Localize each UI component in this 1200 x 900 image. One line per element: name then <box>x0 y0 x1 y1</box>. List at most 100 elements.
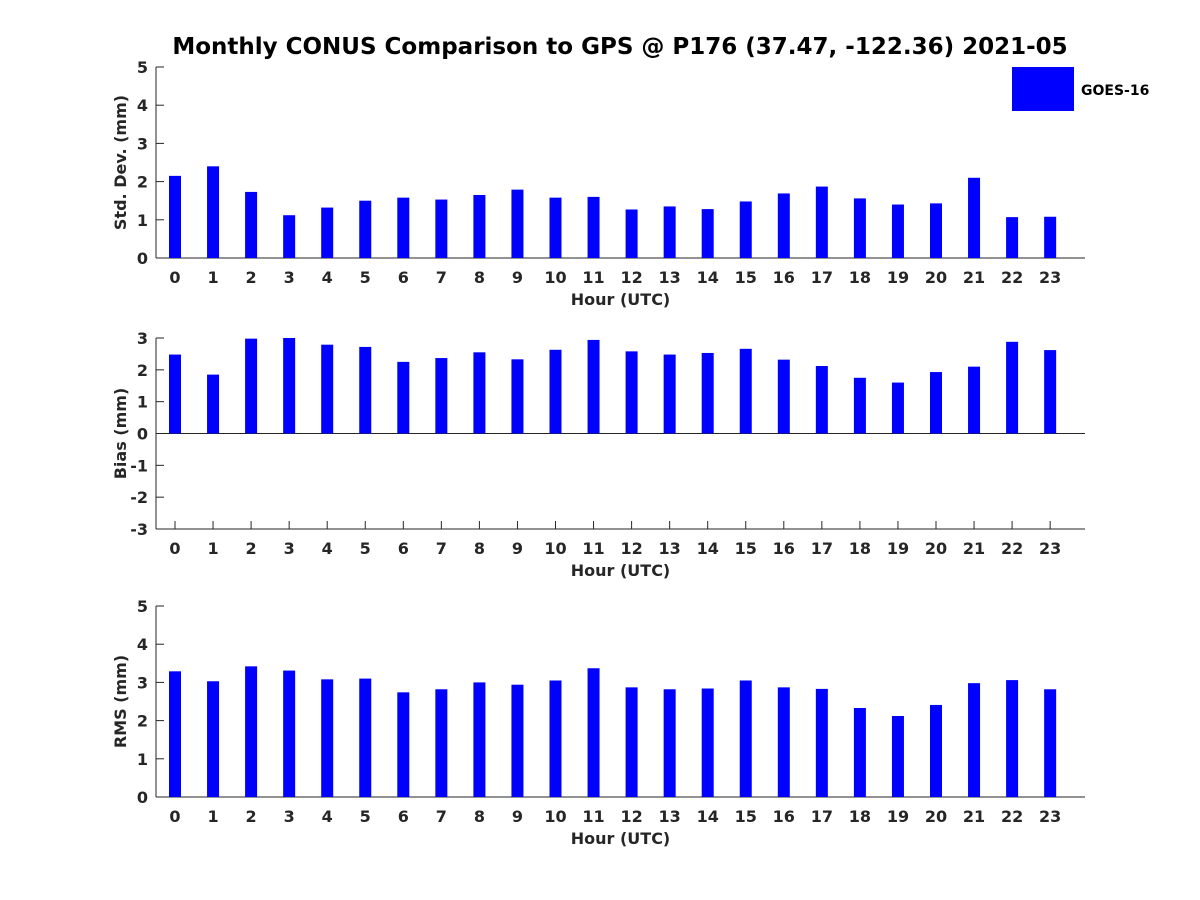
std-dev-x-tick-label: 19 <box>887 268 909 287</box>
bias-bar <box>1044 350 1057 434</box>
rms-x-tick-label: 23 <box>1039 807 1061 826</box>
chart-title: Monthly CONUS Comparison to GPS @ P176 (… <box>172 34 1067 60</box>
std-dev-x-tick-label: 1 <box>207 268 218 287</box>
rms-bar <box>701 688 714 797</box>
std-dev-bar <box>511 189 524 258</box>
bias-bar <box>777 359 790 434</box>
bias-bar <box>853 377 866 434</box>
bias-bar <box>359 346 372 434</box>
std-dev-bar <box>549 197 562 258</box>
bias-x-tick-label: 4 <box>322 539 333 558</box>
bias-bar <box>169 354 181 434</box>
rms-x-tick-label: 10 <box>544 807 566 826</box>
std-dev-bar <box>435 199 448 258</box>
rms-bar <box>891 716 904 797</box>
rms-bar <box>359 678 372 797</box>
rms-y-tick-label: 1 <box>137 750 148 769</box>
std-dev-y-tick-label: 2 <box>137 173 148 192</box>
std-dev-bar <box>891 204 904 258</box>
rms-bar <box>587 668 600 797</box>
rms-bar <box>473 682 486 797</box>
legend-swatch <box>1012 67 1074 111</box>
std-dev-bar <box>1006 217 1019 258</box>
rms-x-tick-label: 14 <box>697 807 719 826</box>
bias-x-tick-label: 17 <box>811 539 833 558</box>
rms-bar <box>968 683 981 797</box>
std-dev-bar <box>739 201 752 258</box>
bias-bar <box>891 382 904 434</box>
std-dev-bar <box>815 186 828 258</box>
rms-x-tick-label: 1 <box>207 807 218 826</box>
rms-bar <box>663 689 676 797</box>
bias-x-tick-label: 10 <box>544 539 566 558</box>
bias-x-tick-label: 2 <box>246 539 257 558</box>
std-dev-y-tick-label: 5 <box>137 58 148 77</box>
std-dev-bar <box>207 166 220 258</box>
std-dev-bar <box>625 209 638 258</box>
std-dev-x-tick-label: 0 <box>169 268 180 287</box>
rms-bar <box>207 681 220 797</box>
rms-bar <box>1006 680 1019 797</box>
std-dev-bar <box>663 206 676 258</box>
rms-x-tick-label: 0 <box>169 807 180 826</box>
std-dev-x-tick-label: 8 <box>474 268 485 287</box>
rms-bar <box>397 692 410 797</box>
bias-x-tick-label: 0 <box>169 539 180 558</box>
std-dev-x-tick-label: 9 <box>512 268 523 287</box>
bias-x-tick-label: 18 <box>849 539 871 558</box>
rms-x-tick-label: 19 <box>887 807 909 826</box>
bias-x-tick-label: 6 <box>398 539 409 558</box>
rms-y-tick-label: 3 <box>137 673 148 692</box>
bias-y-axis-label: Bias (mm) <box>111 388 130 480</box>
rms-bar <box>511 684 524 797</box>
rms-x-tick-label: 22 <box>1001 807 1023 826</box>
rms-x-tick-label: 6 <box>398 807 409 826</box>
rms-bar <box>283 670 296 797</box>
std-dev-bar <box>321 207 334 258</box>
rms-x-tick-label: 2 <box>246 807 257 826</box>
rms-y-tick-label: 2 <box>137 712 148 731</box>
bias-x-tick-label: 22 <box>1001 539 1023 558</box>
bias-y-tick-label: -3 <box>130 520 148 539</box>
bias-x-tick-label: 5 <box>360 539 371 558</box>
std-dev-x-tick-label: 3 <box>284 268 295 287</box>
bias-y-tick-label: 2 <box>137 361 148 380</box>
rms-x-tick-label: 12 <box>620 807 642 826</box>
bias-bar <box>473 352 486 434</box>
bias-bar <box>968 366 981 434</box>
rms-y-axis-label: RMS (mm) <box>111 655 130 748</box>
std-dev-bar <box>359 200 372 258</box>
rms-bar <box>1044 689 1057 797</box>
bias-x-tick-label: 7 <box>436 539 447 558</box>
legend: GOES-16 <box>1012 67 1149 111</box>
rms-x-tick-label: 9 <box>512 807 523 826</box>
bias-y-tick-label: -1 <box>130 456 148 475</box>
std-dev-y-axis-label: Std. Dev. (mm) <box>111 95 130 230</box>
rms-y-tick-label: 5 <box>137 597 148 616</box>
std-dev-x-tick-label: 18 <box>849 268 871 287</box>
std-dev-x-tick-label: 4 <box>322 268 333 287</box>
rms-bar <box>549 680 562 797</box>
rms-bar <box>815 688 828 797</box>
rms-bar <box>321 679 334 797</box>
rms-bar <box>777 687 790 797</box>
std-dev-x-tick-label: 15 <box>735 268 757 287</box>
rms-x-tick-label: 20 <box>925 807 947 826</box>
std-dev-bar <box>283 215 296 258</box>
rms-x-tick-label: 21 <box>963 807 985 826</box>
rms-bar <box>625 687 638 797</box>
std-dev-bar <box>587 196 600 258</box>
bias-bar <box>663 354 676 434</box>
bias-bar <box>511 359 524 434</box>
std-dev-x-tick-label: 16 <box>773 268 795 287</box>
std-dev-x-tick-label: 17 <box>811 268 833 287</box>
bias-bar <box>549 349 562 434</box>
bias-bar <box>1006 341 1019 434</box>
bias-x-tick-label: 11 <box>582 539 604 558</box>
rms-x-tick-label: 5 <box>360 807 371 826</box>
rms-x-tick-label: 4 <box>322 807 333 826</box>
bias-x-tick-label: 19 <box>887 539 909 558</box>
rms-bar <box>930 704 942 797</box>
bias-bar <box>701 352 714 434</box>
